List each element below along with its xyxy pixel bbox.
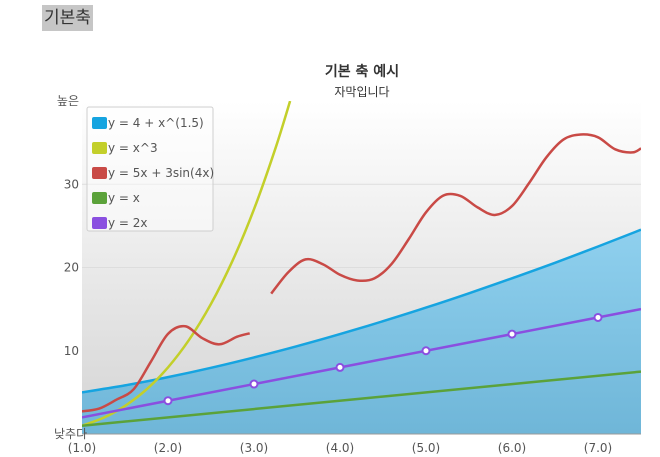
series-marker: [421, 346, 431, 356]
legend-label: y = x^3: [108, 141, 158, 155]
legend[interactable]: y = 4 + x^(1.5) y = x^3 y = 5x + 3sin(4x) y…: [86, 106, 214, 232]
y-tick-label: 20: [64, 261, 79, 275]
x-tick-label: (2.0): [154, 441, 182, 455]
y-tick-label: 낮추다: [54, 427, 87, 441]
y-axis-ticks: 낮추다 10 20 30 높은: [54, 94, 87, 441]
y-tick-label: 10: [64, 344, 79, 358]
legend-box: [86, 106, 214, 232]
x-tick-label: (6.0): [498, 441, 526, 455]
chart-subtitle: 자막입니다: [334, 85, 389, 99]
legend-label: y = 4 + x^(1.5): [108, 116, 204, 130]
y-tick-label: 높은: [57, 94, 79, 108]
x-tick-label: (1.0): [68, 441, 96, 455]
legend-label: y = x: [108, 191, 140, 205]
series-marker: [249, 379, 259, 389]
legend-swatch: [92, 117, 107, 129]
series-marker: [507, 329, 517, 339]
x-tick-label: (5.0): [412, 441, 440, 455]
series-marker: [335, 362, 345, 372]
series-line: [82, 307, 641, 419]
x-tick-label: (3.0): [240, 441, 268, 455]
series-line: [82, 370, 641, 427]
y-tick-label: 30: [64, 177, 79, 191]
chart-title: 기본 축 예시: [325, 64, 399, 80]
series-line: [82, 228, 641, 394]
legend-label: y = 5x + 3sin(4x): [108, 166, 214, 180]
legend-swatch: [92, 217, 107, 229]
legend-swatch: [92, 142, 107, 154]
series-layer: [82, 101, 641, 434]
series-marker: [163, 396, 173, 406]
x-axis-ticks: (1.0) (2.0) (3.0) (4.0) (5.0) (6.0) (7.0): [68, 441, 612, 455]
page-heading: 기본축: [42, 5, 93, 31]
series-line-segment: [270, 133, 641, 295]
series-area-fill: [82, 229, 641, 434]
series-marker: [593, 312, 603, 322]
series-line-segment: [82, 324, 251, 413]
legend-swatch: [92, 192, 107, 204]
x-tick-label: (7.0): [584, 441, 612, 455]
legend-label: y = 2x: [108, 216, 148, 230]
x-tick-label: (4.0): [326, 441, 354, 455]
legend-swatch: [92, 167, 107, 179]
